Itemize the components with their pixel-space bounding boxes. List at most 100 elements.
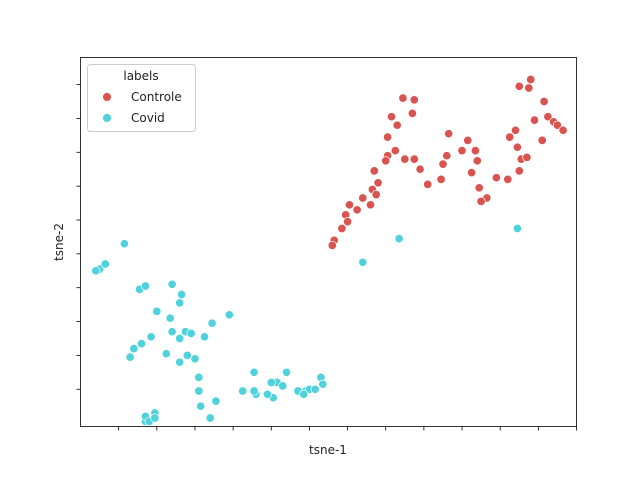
point-controle-54 (444, 129, 454, 139)
point-covid-24 (175, 357, 185, 367)
point-controle-10 (510, 125, 521, 135)
point-controle-19 (474, 183, 484, 193)
x-axis-label: tsne-1 (309, 443, 347, 457)
point-covid-8 (152, 306, 162, 316)
point-controle-46 (358, 193, 368, 203)
point-covid-5 (167, 279, 177, 289)
point-covid-35 (249, 367, 259, 377)
point-covid-38 (249, 386, 259, 396)
point-covid-0 (119, 239, 129, 249)
point-covid-33 (278, 381, 288, 391)
point-controle-22 (470, 146, 480, 156)
legend-marker-covid (102, 113, 112, 123)
point-controle-1 (526, 74, 536, 85)
legend-label-covid: Covid (131, 111, 165, 125)
legend-label-controle: Controle (131, 90, 182, 104)
point-covid-7 (175, 298, 185, 308)
point-controle-29 (415, 164, 425, 174)
point-covid-4 (140, 281, 150, 291)
point-controle-30 (409, 154, 419, 164)
point-controle-24 (457, 146, 467, 156)
point-covid-2 (91, 266, 101, 276)
point-covid-27 (205, 413, 215, 423)
point-controle-38 (390, 146, 400, 156)
point-controle-40 (381, 156, 391, 166)
point-covid-6 (177, 289, 187, 300)
point-covid-48 (310, 384, 320, 394)
point-covid-15 (224, 310, 234, 320)
point-covid-51 (358, 257, 368, 267)
point-covid-30 (238, 386, 248, 396)
point-controle-0 (514, 81, 524, 91)
point-controle-4 (543, 112, 553, 122)
point-covid-13 (199, 332, 210, 342)
point-covid-36 (281, 367, 292, 377)
legend-marker-controle (102, 92, 112, 102)
point-covid-19 (129, 344, 139, 354)
point-controle-36 (409, 95, 419, 105)
point-controle-27 (436, 174, 446, 184)
point-covid-43 (150, 413, 160, 423)
point-controle-3 (539, 96, 549, 107)
point-covid-55 (318, 379, 328, 389)
plot-frame (80, 57, 577, 427)
point-covid-22 (182, 350, 192, 360)
point-covid-16 (186, 328, 196, 338)
point-covid-20 (125, 352, 135, 362)
point-covid-25 (194, 372, 204, 382)
point-controle-35 (398, 93, 408, 103)
point-controle-28 (423, 179, 433, 189)
point-controle-33 (392, 120, 402, 130)
legend: labels Controle Covid (87, 64, 196, 132)
point-controle-47 (352, 205, 362, 215)
point-controle-51 (343, 217, 353, 227)
point-controle-7 (558, 125, 568, 135)
point-covid-26 (211, 396, 221, 406)
point-covid-29 (194, 386, 204, 396)
point-covid-28 (196, 401, 206, 411)
points-layer (91, 74, 568, 426)
point-controle-20 (467, 168, 477, 178)
point-covid-49 (299, 389, 309, 399)
point-controle-41 (369, 166, 379, 176)
point-controle-18 (476, 196, 486, 206)
legend-title: labels (123, 69, 158, 83)
point-controle-31 (400, 154, 410, 164)
point-controle-14 (514, 166, 524, 176)
point-controle-26 (438, 159, 448, 169)
point-controle-50 (337, 223, 347, 234)
point-controle-55 (522, 152, 532, 162)
point-controle-11 (505, 132, 515, 142)
point-covid-12 (175, 333, 185, 344)
point-covid-10 (167, 327, 177, 337)
point-covid-54 (100, 259, 110, 269)
point-controle-23 (463, 135, 473, 145)
point-covid-52 (394, 234, 404, 244)
point-controle-15 (503, 174, 513, 184)
point-covid-18 (136, 339, 147, 349)
point-controle-45 (365, 200, 376, 210)
point-controle-34 (386, 112, 397, 122)
point-covid-37 (262, 389, 273, 399)
point-controle-9 (529, 115, 540, 125)
point-controle-42 (373, 178, 383, 188)
point-covid-23 (190, 354, 200, 364)
point-controle-2 (524, 83, 534, 93)
point-covid-9 (165, 313, 175, 323)
point-controle-12 (512, 142, 522, 152)
point-covid-53 (512, 223, 522, 234)
ticks-layer (76, 84, 577, 431)
point-covid-21 (161, 349, 171, 359)
point-controle-44 (371, 190, 381, 200)
point-covid-17 (146, 332, 156, 342)
point-controle-8 (537, 135, 547, 145)
legend-box (87, 64, 196, 132)
point-controle-16 (491, 173, 501, 183)
point-controle-6 (552, 120, 562, 130)
y-axis-label: tsne-2 (52, 223, 66, 261)
point-covid-14 (207, 318, 217, 328)
point-covid-44 (266, 377, 276, 388)
point-controle-53 (327, 240, 337, 250)
point-controle-48 (344, 200, 355, 210)
